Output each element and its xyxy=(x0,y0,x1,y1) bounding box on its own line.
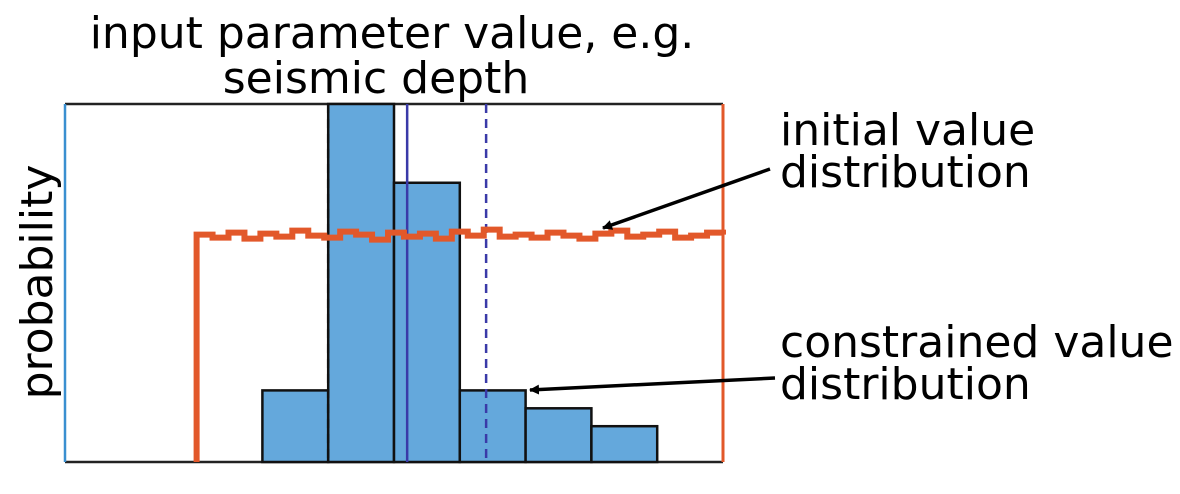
annotation-initial-line2: distribution xyxy=(780,147,1031,198)
histogram-bar-2 xyxy=(326,102,396,464)
annotation-initial-line1: initial value xyxy=(780,105,1035,156)
histogram-bar-5 xyxy=(524,407,593,464)
annotation-constrained-line2: distribution xyxy=(780,359,1031,410)
initial-value-distribution-line xyxy=(193,226,726,462)
histogram-bar-1 xyxy=(261,389,330,464)
y-axis-label: probability xyxy=(12,165,63,400)
annotation-constrained-arrow xyxy=(529,376,776,395)
annotation-initial-arrow xyxy=(602,167,771,230)
chart-title-line1: input parameter value, e.g. xyxy=(90,8,695,59)
plot-area xyxy=(63,102,726,464)
histogram-bar-4 xyxy=(458,389,527,464)
chart-title-line2: seismic depth xyxy=(223,53,529,104)
histogram-bar-6 xyxy=(590,424,659,464)
histogram-bar-3 xyxy=(392,181,462,464)
annotation-constrained-line1: constrained value xyxy=(780,317,1174,368)
